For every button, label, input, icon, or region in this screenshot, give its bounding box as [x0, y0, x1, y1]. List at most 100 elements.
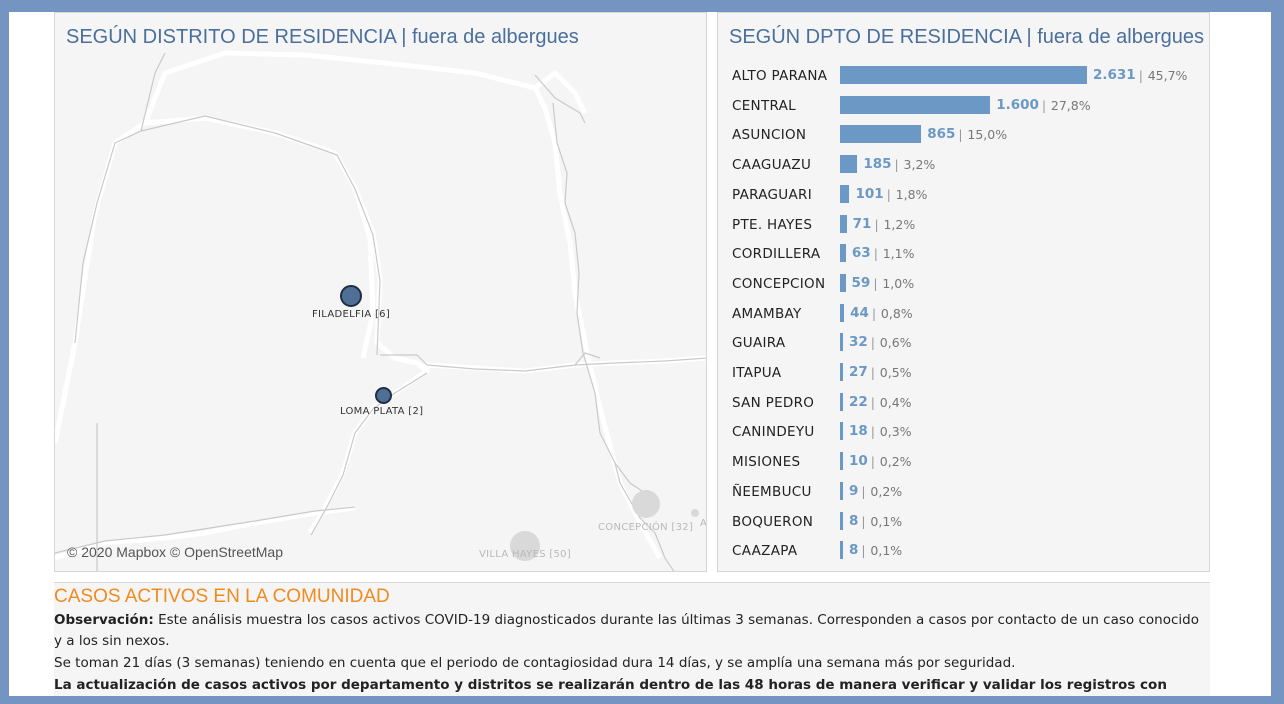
bar-separator: | [894, 157, 899, 173]
bar-row[interactable]: ITAPUA 27 | 0,5% [718, 358, 1209, 388]
bar[interactable] [840, 363, 843, 381]
bar-percent: 1,2% [883, 216, 916, 232]
note-line-3: La actualización de casos activos por de… [54, 677, 1167, 693]
district-map-panel: SEGÚN DISTRITO DE RESIDENCIA | fuera de … [54, 12, 707, 572]
bar-percent: 45,7% [1147, 68, 1188, 83]
bar-row[interactable]: ASUNCION 865 | 15,0% [718, 120, 1209, 150]
bar-value: 1.600 [996, 96, 1039, 113]
bar-row[interactable]: CONCEPCION 59 | 1,0% [718, 269, 1209, 299]
note-line-2: Se toman 21 días (3 semanas) teniendo en… [54, 655, 1016, 671]
bar-row[interactable]: SAN PEDRO 22 | 0,4% [718, 388, 1209, 418]
bar[interactable] [840, 452, 843, 471]
bar-percent: 27,8% [1050, 97, 1091, 113]
bar[interactable] [840, 214, 847, 233]
bar-row[interactable]: BOQUERON 8 | 0,1% [718, 507, 1209, 537]
bar[interactable] [840, 422, 843, 441]
bar-value: 59 [851, 274, 871, 291]
city-marker-concepcion[interactable] [632, 490, 660, 518]
bar-row[interactable]: GUAIRA 32 | 0,6% [718, 328, 1209, 358]
bar[interactable] [840, 125, 922, 144]
bar-value: 18 [849, 423, 868, 440]
bar-row[interactable]: ÑEEMBUCU 9 | 0,2% [718, 477, 1209, 507]
bar[interactable] [840, 66, 1087, 84]
bar[interactable] [840, 392, 843, 411]
department-bar-panel: SEGÚN DPTO DE RESIDENCIA | fuera de albe… [717, 12, 1210, 572]
bar-row[interactable]: CENTRAL 1.600 | 27,8% [718, 91, 1209, 121]
bar[interactable] [840, 303, 845, 322]
bar-label: CONCEPCION [732, 275, 826, 292]
bar-value: 865 [927, 126, 956, 143]
bar-separator: | [870, 454, 876, 470]
city-label-villa-hayes: VILLA HAYES [50] [479, 549, 572, 560]
bar-value: 22 [849, 393, 868, 410]
city-label-filadelfia: FILADELFIA [6] [312, 309, 391, 320]
bar-label: SAN PEDRO [732, 394, 815, 411]
city-marker-loma-plata[interactable] [375, 387, 392, 404]
bar-panel-title: SEGÚN DPTO DE RESIDENCIA | fuera de albe… [729, 26, 1205, 48]
city-label-loma-plata: LOMA PLATA [2] [340, 406, 424, 417]
bar-row[interactable]: CORDILLERA 63 | 1,1% [718, 239, 1209, 269]
bar-label: BOQUERON [732, 513, 814, 530]
bar-separator: | [870, 394, 876, 410]
bar-separator: | [870, 424, 876, 440]
bar-label: AMAMBAY [732, 305, 802, 322]
bar[interactable] [840, 244, 846, 263]
bar-separator: | [1138, 68, 1143, 83]
bar-value: 63 [851, 245, 871, 262]
bar-label: CANINDEYU [732, 424, 815, 441]
bar-row[interactable]: PTE. HAYES 71 | 1,2% [718, 210, 1209, 240]
bar[interactable] [840, 511, 843, 530]
bar-row[interactable]: CAAGUAZU 185 | 3,2% [718, 150, 1209, 180]
bar-separator: | [870, 335, 876, 351]
bar-row[interactable]: ALTO PARANA 2.631 | 45,7% [718, 61, 1209, 91]
bar-separator: | [861, 543, 866, 559]
bar-row[interactable]: CAAZAPA 8 | 0,1% [718, 536, 1209, 566]
bar-label: ITAPUA [732, 365, 782, 381]
bar-value: 2.631 [1093, 67, 1136, 83]
bar-value: 71 [852, 215, 872, 232]
bar[interactable] [840, 95, 991, 114]
bar-label: PTE. HAYES [732, 216, 813, 233]
bar-percent: 0,8% [880, 305, 913, 321]
bar-percent: 0,5% [879, 365, 912, 380]
city-marker-a[interactable] [691, 509, 699, 517]
info-panel: CASOS ACTIVOS EN LA COMUNIDAD Observació… [54, 582, 1210, 696]
bar[interactable] [840, 273, 846, 292]
bar[interactable] [840, 184, 850, 203]
bar-separator: | [886, 186, 891, 202]
map-canvas[interactable] [55, 13, 707, 572]
bar-value: 32 [849, 334, 868, 351]
bar-percent: 0,2% [870, 483, 903, 499]
bar-separator: | [871, 305, 877, 321]
bar-value: 101 [855, 185, 884, 202]
bar-percent: 0,1% [870, 543, 903, 559]
bar[interactable] [840, 155, 858, 174]
bar-percent: 0,2% [879, 454, 912, 470]
bar-separator: | [958, 127, 963, 143]
bar-separator: | [861, 483, 866, 499]
bar-separator: | [861, 513, 866, 529]
bar-value: 8 [849, 542, 859, 559]
bar-row[interactable]: PARAGUARI 101 | 1,8% [718, 180, 1209, 210]
bar-label: ASUNCION [732, 127, 807, 144]
map-attribution[interactable]: © 2020 Mapbox © OpenStreetMap [67, 544, 283, 560]
bar[interactable] [840, 541, 843, 560]
bar-separator: | [874, 216, 879, 232]
bar-label: GUAIRA [732, 335, 786, 352]
bar-row[interactable]: AMAMBAY 44 | 0,8% [718, 299, 1209, 329]
dashboard-frame: SEGÚN DISTRITO DE RESIDENCIA | fuera de … [9, 12, 1271, 696]
bar-row[interactable]: MISIONES 10 | 0,2% [718, 447, 1209, 477]
bar-percent: 3,2% [903, 157, 936, 173]
bar-value: 8 [849, 512, 859, 529]
map-panel-title: SEGÚN DISTRITO DE RESIDENCIA | fuera de … [66, 26, 579, 48]
bar-percent: 15,0% [967, 127, 1008, 143]
bar-label: ALTO PARANA [732, 68, 828, 84]
bar-label: CAAZAPA [732, 543, 798, 560]
city-marker-filadelfia[interactable] [340, 285, 362, 307]
bar[interactable] [840, 481, 843, 500]
city-marker-villa-hayes[interactable] [510, 531, 540, 561]
bar[interactable] [840, 333, 843, 352]
bar-row[interactable]: CANINDEYU 18 | 0,3% [718, 417, 1209, 447]
bar-percent: 0,3% [879, 424, 912, 440]
bar-separator: | [1041, 97, 1047, 113]
